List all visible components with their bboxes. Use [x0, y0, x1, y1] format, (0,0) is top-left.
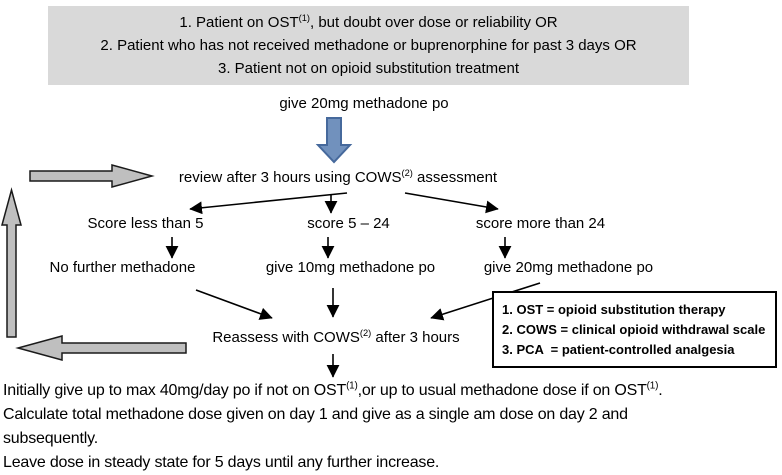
legend-cows: 2. COWS = clinical opioid withdrawal sca…	[502, 322, 766, 337]
legend-pca: 3. PCA = patient-controlled analgesia	[502, 342, 735, 357]
branch-score-high: score more than 24	[475, 215, 606, 232]
arrow-action-high-to-reassess	[430, 282, 541, 321]
criteria-line-2: 2. Patient who has not received methadon…	[100, 37, 637, 54]
footer-line-3: subsequently.	[3, 430, 98, 447]
blue-down-arrow-icon	[315, 117, 353, 164]
arrow-review-to-score-high	[404, 192, 499, 214]
branch-score-low: Score less than 5	[87, 215, 204, 232]
entry-criteria-box: 1. Patient on OST(1), but doubt over dos…	[48, 6, 689, 85]
legend-box: 1. OST = opioid substitution therapy 2. …	[492, 291, 777, 368]
loop-arrow-left-icon	[15, 335, 187, 361]
footer-notes: Initially give up to max 40mg/day po if …	[3, 379, 781, 475]
step-give-initial-dose: give 20mg methadone po	[279, 95, 449, 112]
criteria-line-1: 1. Patient on OST(1), but doubt over dos…	[179, 13, 558, 31]
loop-arrow-right-icon	[29, 164, 155, 188]
step-reassess-cows: Reassess with COWS(2) after 3 hours	[212, 328, 460, 346]
step-review-cows: review after 3 hours using COWS(2) asses…	[178, 168, 498, 186]
action-give-10mg: give 10mg methadone po	[265, 259, 436, 276]
footer-line-1: Initially give up to max 40mg/day po if …	[3, 380, 663, 399]
action-give-20mg: give 20mg methadone po	[483, 259, 654, 276]
arrow-action-low-to-reassess	[195, 289, 273, 320]
footer-line-4: Leave dose in steady state for 5 days un…	[3, 454, 440, 471]
criteria-line-3: 3. Patient not on opioid substitution tr…	[217, 60, 520, 77]
action-no-methadone: No further methadone	[49, 259, 196, 276]
branch-score-mid: score 5 – 24	[307, 215, 390, 232]
loop-arrow-up-icon	[1, 187, 22, 338]
legend-ost: 1. OST = opioid substitution therapy	[502, 302, 726, 317]
footer-line-2: Calculate total methadone dose given on …	[3, 406, 628, 423]
arrow-review-to-score-low	[189, 192, 348, 215]
